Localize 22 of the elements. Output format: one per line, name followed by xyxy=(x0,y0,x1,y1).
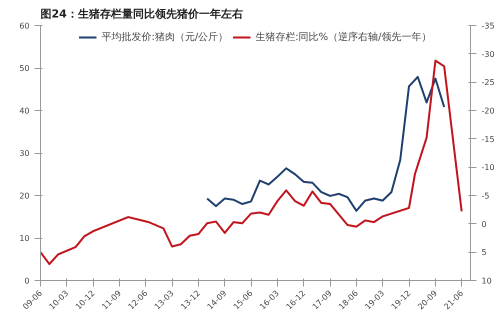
y2-tick-label: 5 xyxy=(482,248,487,258)
y2-tick-label: -15 xyxy=(482,134,495,144)
y2-tick-label: -5 xyxy=(482,192,490,200)
y2-tick-label: -35 xyxy=(482,22,495,30)
line-series xyxy=(206,76,446,212)
y-tick-label: 50 xyxy=(19,64,30,73)
y2-tick-label: -25 xyxy=(482,78,495,88)
legend-label: 平均批发价:猪肉（元/公斤） xyxy=(102,30,228,44)
y-tick-label: 0 xyxy=(24,276,30,286)
y2-tick-label: 10 xyxy=(482,276,492,286)
y-tick-label: 60 xyxy=(19,22,30,30)
legend-label: 生猪存栏:同比%（逆序右轴/领先一年） xyxy=(255,30,432,44)
y2-tick-label: -30 xyxy=(482,50,495,59)
y-tick-label: 10 xyxy=(19,234,30,243)
y-tick-label: 40 xyxy=(19,106,30,116)
y2-tick-label: 0 xyxy=(482,220,487,229)
line-series xyxy=(40,60,463,266)
y2-tick-label: -20 xyxy=(482,106,495,116)
y-tick-label: 30 xyxy=(19,149,30,158)
chart-title: 图24：生猪存栏量同比领先猪价一年左右 xyxy=(40,8,243,20)
y2-tick-label: -10 xyxy=(482,163,495,172)
y-tick-label: 20 xyxy=(19,192,30,200)
